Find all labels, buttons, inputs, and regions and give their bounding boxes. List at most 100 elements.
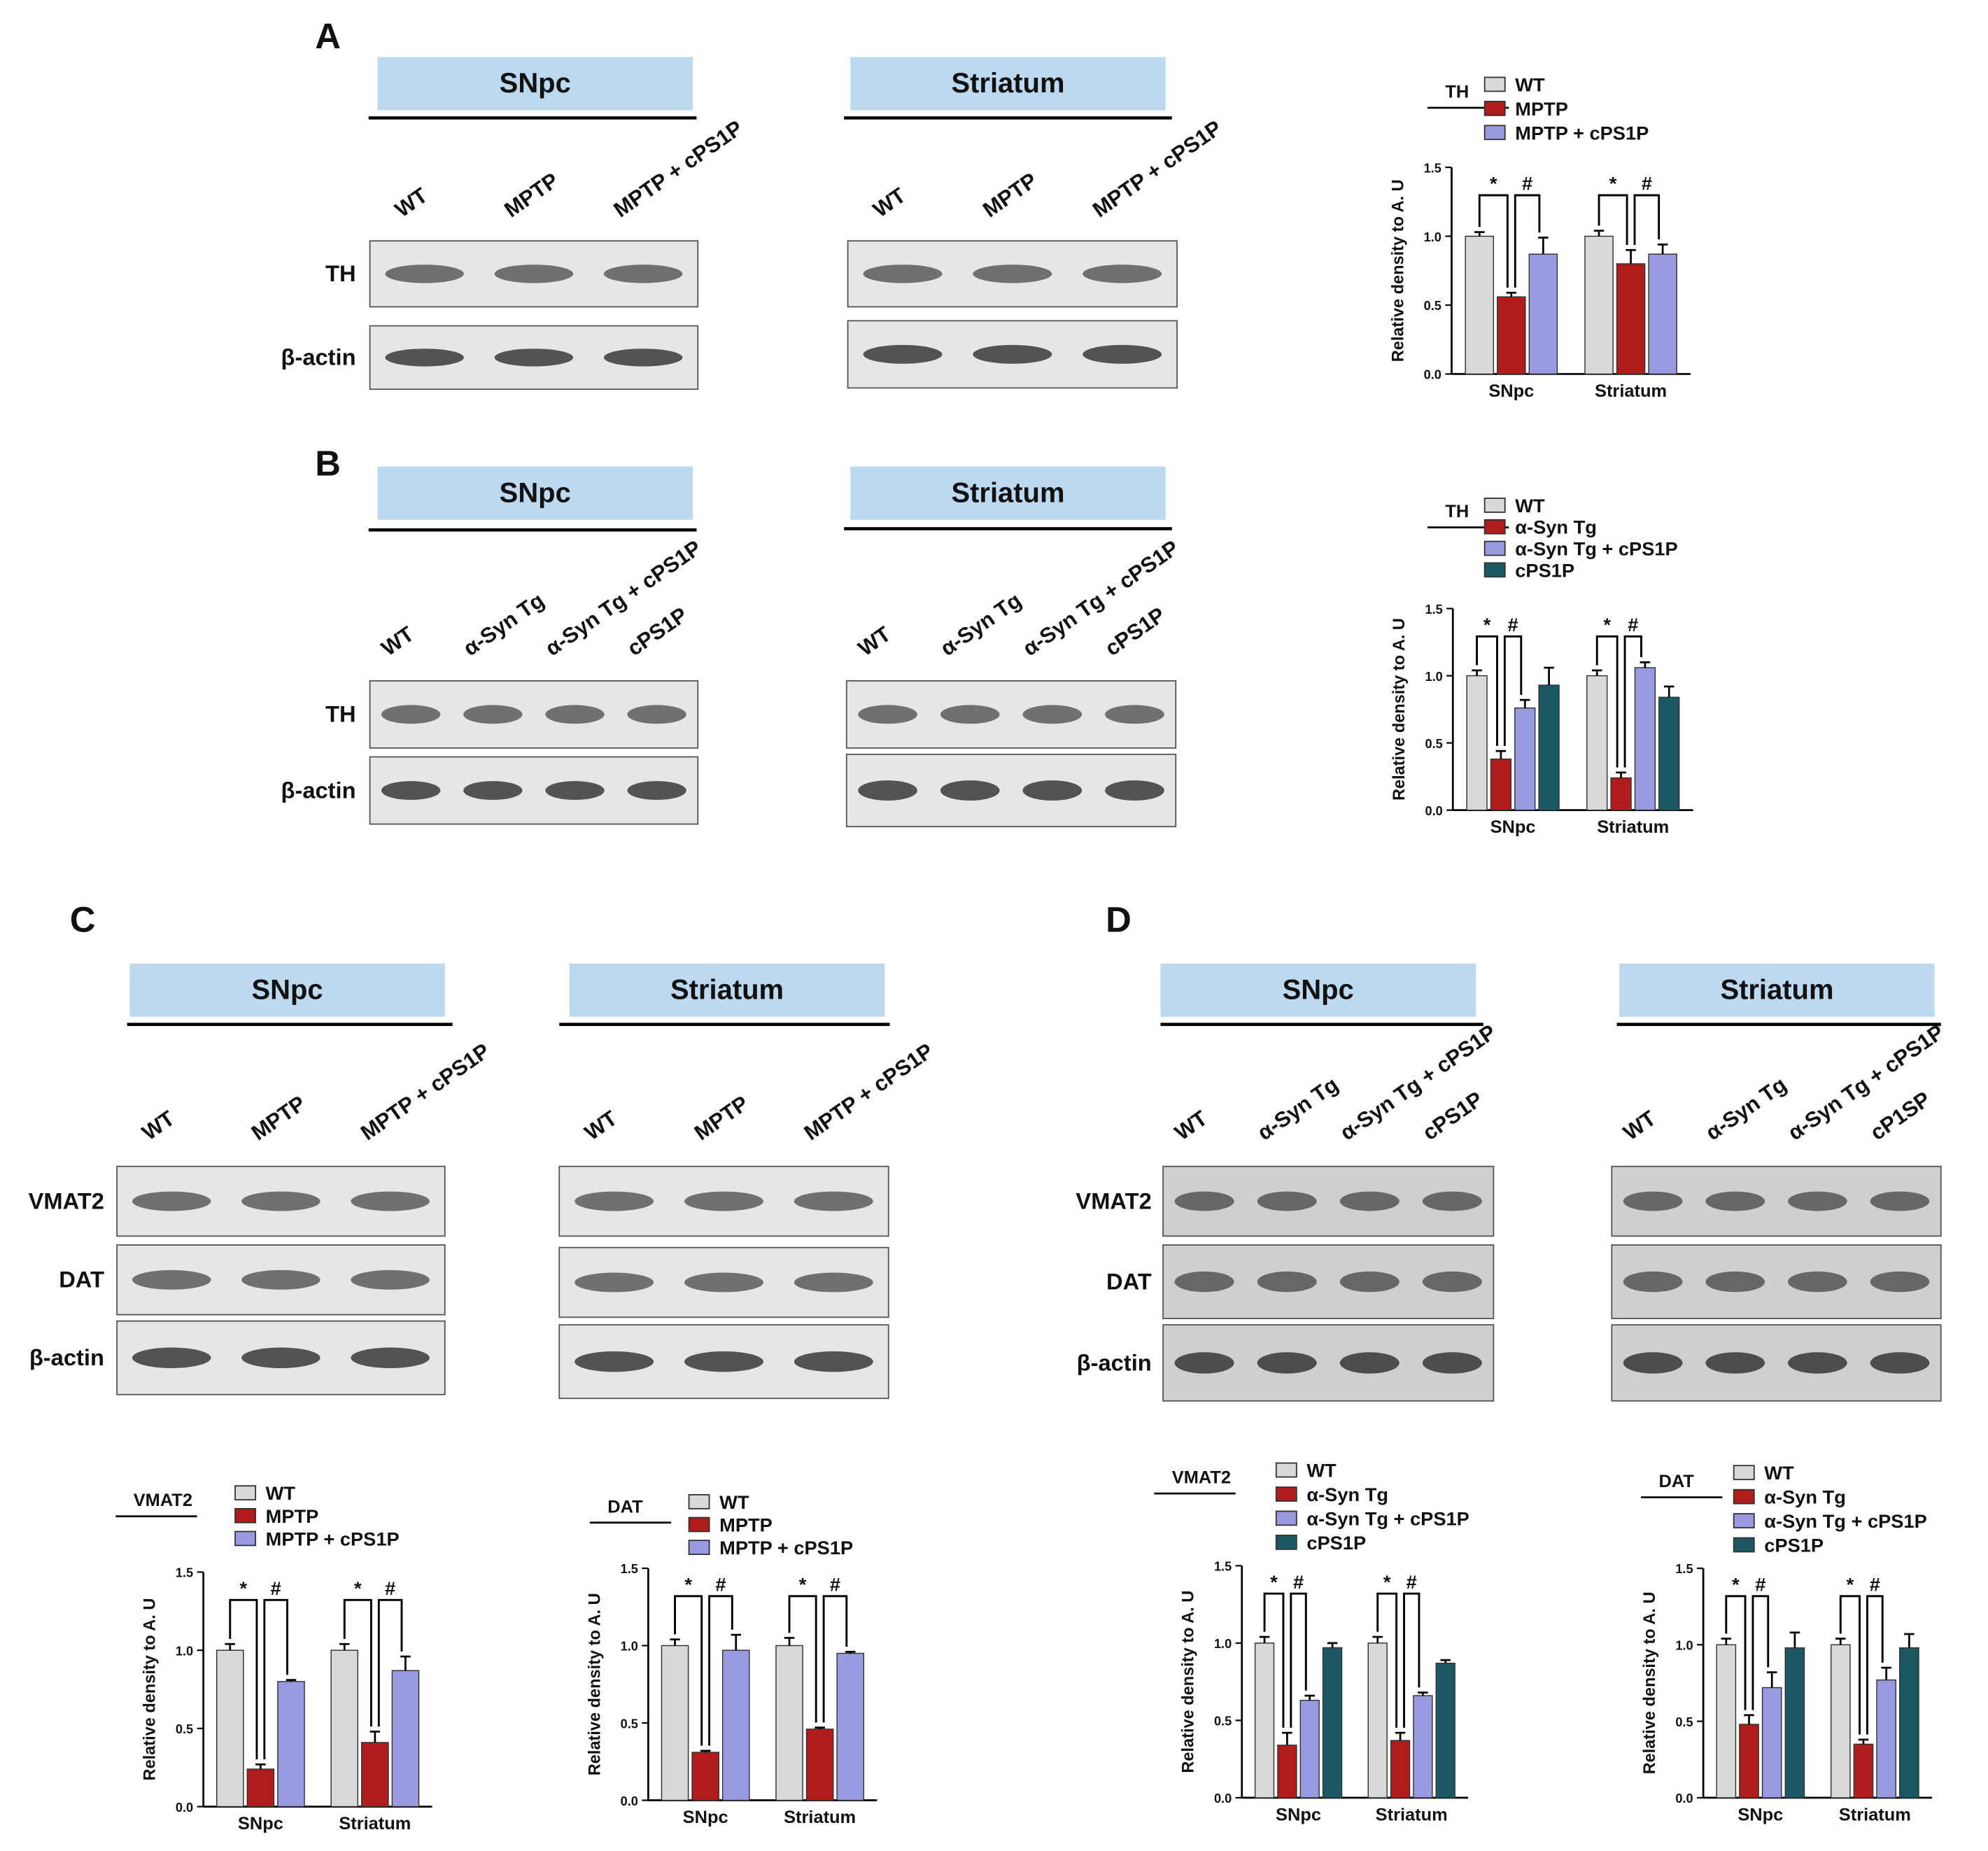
legend-label: WT xyxy=(1515,495,1545,516)
tissue-header xyxy=(569,963,885,1017)
significance-label: # xyxy=(271,1577,281,1599)
significance-label: * xyxy=(354,1577,362,1599)
chart-title: DAT xyxy=(607,1497,643,1516)
significance-bracket xyxy=(708,1595,733,1746)
tissue-label: Striatum xyxy=(670,975,784,1006)
significance-label: * xyxy=(1603,614,1611,635)
bar xyxy=(1784,1647,1805,1799)
legend-label: α-Syn Tg xyxy=(1764,1486,1846,1508)
lane-label: WT xyxy=(580,1106,622,1145)
significance-bracket xyxy=(263,1598,288,1760)
lane-label: α-Syn Tg xyxy=(1701,1072,1791,1145)
legend-label: cPS1P xyxy=(1764,1534,1824,1556)
x-tick-label: Striatum xyxy=(1839,1806,1911,1825)
significance-bracket xyxy=(1478,194,1509,288)
significance-label: # xyxy=(1522,173,1532,195)
y-tick-label: 1.5 xyxy=(621,1562,638,1576)
blot-band xyxy=(385,349,464,367)
blot-band xyxy=(1422,1271,1482,1293)
blot-band xyxy=(494,265,574,283)
chart-title: VMAT2 xyxy=(134,1491,192,1510)
bar xyxy=(391,1670,420,1808)
x-tick-label: Striatum xyxy=(784,1808,856,1827)
significance-bracket xyxy=(1598,194,1628,246)
blot-band xyxy=(1105,780,1164,801)
significance-label: * xyxy=(1609,173,1617,195)
bar xyxy=(1586,675,1608,811)
legend-label: α-Syn Tg xyxy=(1515,516,1597,538)
significance-bracket xyxy=(1623,635,1642,768)
x-tick-label: Striatum xyxy=(1597,817,1669,837)
bar xyxy=(721,1649,750,1801)
blot-band xyxy=(1174,1191,1234,1211)
lane-label: α-Syn Tg xyxy=(936,588,1025,661)
bar xyxy=(1584,235,1614,375)
y-tick-label: 1.5 xyxy=(1424,161,1441,175)
tissue-label: Striatum xyxy=(951,68,1064,99)
blot-band xyxy=(1705,1271,1765,1293)
y-tick-label: 0.0 xyxy=(1425,804,1442,818)
legend-swatch xyxy=(1483,562,1506,578)
y-tick-label: 1.0 xyxy=(1214,1637,1232,1651)
significance-label: # xyxy=(1642,173,1652,195)
legend-swatch xyxy=(1483,498,1506,513)
significance-bracket xyxy=(1476,635,1498,746)
blot-band xyxy=(684,1191,763,1211)
blot-band xyxy=(1705,1191,1765,1211)
lane-label: MPTP xyxy=(690,1091,753,1146)
legend-label: MPTP xyxy=(1515,98,1568,120)
bar xyxy=(361,1742,389,1808)
blot-band xyxy=(1870,1271,1930,1293)
bar xyxy=(1435,1662,1455,1799)
legend-label: WT xyxy=(1515,73,1545,95)
bar xyxy=(661,1645,689,1801)
bar xyxy=(1528,253,1558,375)
lane-label: WT xyxy=(868,183,910,222)
panel-letter: D xyxy=(1106,900,1132,940)
blot-band xyxy=(627,705,686,724)
lane-label: α-Syn Tg xyxy=(459,588,549,661)
bar xyxy=(1876,1679,1897,1799)
significance-label: # xyxy=(385,1577,395,1599)
tissue-label: Striatum xyxy=(951,477,1064,508)
legend-label: α-Syn Tg + cPS1P xyxy=(1764,1510,1926,1532)
row-label: β-actin xyxy=(1077,1349,1152,1375)
x-tick-label: Striatum xyxy=(1376,1806,1448,1825)
significance-bracket xyxy=(1503,635,1523,746)
lane-label: α-Syn Tg xyxy=(1253,1072,1342,1145)
legend-swatch xyxy=(234,1507,257,1523)
legend-swatch xyxy=(1275,1510,1297,1526)
bar xyxy=(1658,696,1680,811)
bar xyxy=(330,1649,359,1808)
tissue-header xyxy=(1619,963,1935,1017)
blot-band xyxy=(463,705,523,724)
lane-label: WT xyxy=(376,621,418,661)
significance-bracket xyxy=(1839,1595,1861,1735)
row-label: VMAT2 xyxy=(1076,1188,1151,1213)
significance-bracket xyxy=(1290,1592,1307,1728)
row-label: TH xyxy=(325,260,356,286)
blot-band xyxy=(241,1191,320,1211)
bar xyxy=(1514,707,1536,811)
legend-label: cPS1P xyxy=(1515,559,1574,581)
significance-bracket xyxy=(1514,194,1541,288)
significance-bracket xyxy=(1595,635,1619,768)
bar xyxy=(1716,1644,1737,1799)
lane-label: cPS1P xyxy=(623,603,692,661)
x-tick-label: SNpc xyxy=(1276,1806,1321,1825)
blot-band xyxy=(545,781,605,801)
bar xyxy=(277,1681,305,1808)
y-axis-label: Relative density to A. U xyxy=(141,1598,159,1781)
bar xyxy=(1761,1687,1782,1799)
bar xyxy=(216,1649,244,1808)
legend-swatch xyxy=(234,1530,257,1547)
blot-band xyxy=(627,781,686,801)
significance-bracket xyxy=(229,1598,258,1760)
y-tick-label: 1.0 xyxy=(621,1640,638,1654)
bar xyxy=(1853,1743,1874,1799)
significance-label: * xyxy=(1732,1574,1740,1596)
y-tick-label: 1.0 xyxy=(1424,230,1441,244)
blot-band xyxy=(1257,1352,1317,1374)
y-tick-label: 1.0 xyxy=(176,1644,193,1658)
